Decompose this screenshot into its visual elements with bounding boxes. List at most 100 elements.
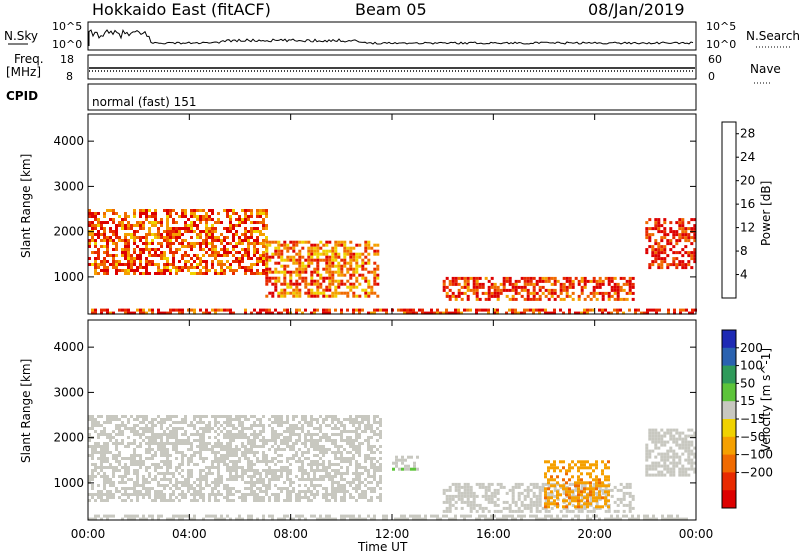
velocity-cell — [544, 490, 547, 494]
velocity-cell — [352, 448, 355, 451]
power-cell — [319, 258, 323, 262]
velocity-colorbar-swatch — [722, 436, 736, 456]
velocity-cell — [142, 517, 145, 521]
power-cell — [229, 308, 232, 312]
velocity-cell — [247, 436, 250, 439]
velocity-cell — [160, 421, 163, 424]
power-cell — [508, 276, 512, 280]
power-cell — [133, 224, 136, 227]
velocity-cell — [133, 481, 136, 484]
power-cell — [645, 251, 649, 255]
velocity-cell — [313, 439, 316, 442]
velocity-cell — [202, 415, 205, 418]
velocity-cell — [553, 485, 557, 489]
velocity-cell — [115, 457, 118, 460]
velocity-cell — [307, 472, 310, 475]
power-cell — [175, 269, 178, 272]
power-cell — [325, 258, 329, 262]
power-cell — [502, 282, 506, 286]
power-cell — [604, 308, 607, 312]
power-cell — [583, 297, 587, 301]
velocity-cell — [568, 497, 572, 501]
velocity-cell — [166, 466, 169, 469]
velocity-cell — [445, 494, 449, 498]
velocity-cell — [607, 517, 610, 521]
velocity-ytick-label: 4000 — [53, 340, 84, 354]
velocity-cell — [250, 460, 253, 463]
power-cell — [160, 254, 163, 257]
power-cell — [337, 255, 341, 259]
velocity-cell — [253, 421, 256, 424]
power-cell — [199, 209, 202, 212]
velocity-cell — [313, 514, 316, 518]
velocity-cell — [316, 454, 319, 457]
power-cell — [133, 248, 136, 251]
velocity-cell — [355, 463, 358, 466]
power-cell — [127, 260, 130, 263]
velocity-cell — [256, 487, 259, 490]
power-cell — [532, 297, 536, 301]
power-cell — [124, 311, 127, 315]
velocity-cell — [407, 467, 410, 471]
power-cell — [292, 261, 296, 265]
velocity-cell — [175, 442, 178, 445]
velocity-cell — [610, 488, 614, 492]
velocity-cell — [349, 451, 352, 454]
velocity-cell — [574, 499, 577, 503]
power-cell — [91, 212, 94, 215]
power-cell — [361, 264, 365, 268]
power-cell — [322, 243, 326, 247]
power-cell — [145, 212, 148, 215]
velocity-cell — [307, 430, 310, 433]
velocity-cell — [376, 415, 379, 418]
velocity-cell — [286, 457, 289, 460]
power-cell — [496, 311, 499, 315]
velocity-cell — [199, 484, 202, 487]
velocity-cell — [103, 460, 106, 463]
power-cell — [651, 227, 655, 231]
power-cell — [208, 254, 211, 257]
velocity-cell — [442, 491, 446, 495]
velocity-cell — [106, 418, 109, 421]
velocity-cell — [256, 478, 259, 481]
velocity-cell — [457, 497, 461, 501]
power-cell — [193, 230, 196, 233]
power-cell — [337, 243, 341, 247]
power-cell — [532, 288, 536, 292]
velocity-cell — [244, 481, 247, 484]
velocity-cell — [262, 454, 265, 457]
power-cell — [313, 311, 316, 315]
velocity-cell — [478, 503, 482, 507]
power-cell — [343, 291, 347, 295]
velocity-cell — [613, 500, 617, 504]
velocity-cell — [100, 469, 103, 472]
velocity-cell — [265, 469, 268, 472]
power-cell — [280, 282, 284, 286]
velocity-cell — [472, 494, 476, 498]
power-colorbar-label: Power [dB] — [759, 181, 773, 246]
velocity-cell — [175, 478, 178, 481]
velocity-cell — [352, 472, 355, 475]
power-cell — [142, 209, 145, 212]
power-cell — [229, 209, 232, 212]
power-cell — [289, 246, 293, 250]
power-cell — [205, 251, 208, 254]
velocity-cell — [187, 490, 190, 493]
power-cell — [684, 251, 688, 255]
power-cell — [322, 267, 326, 271]
power-cell — [169, 272, 172, 275]
xtick-label: 04:00 — [172, 527, 207, 541]
power-cell — [151, 224, 154, 227]
power-cell — [445, 276, 449, 280]
velocity-cell — [190, 517, 193, 521]
velocity-cell — [398, 467, 401, 471]
velocity-cell — [178, 421, 181, 424]
power-cell — [250, 209, 253, 212]
velocity-cell — [355, 487, 358, 490]
power-cell — [298, 267, 302, 271]
velocity-cell — [595, 463, 598, 467]
velocity-cell — [226, 448, 229, 451]
velocity-cell — [142, 415, 145, 418]
power-cell — [660, 236, 664, 240]
velocity-cell — [133, 454, 136, 457]
